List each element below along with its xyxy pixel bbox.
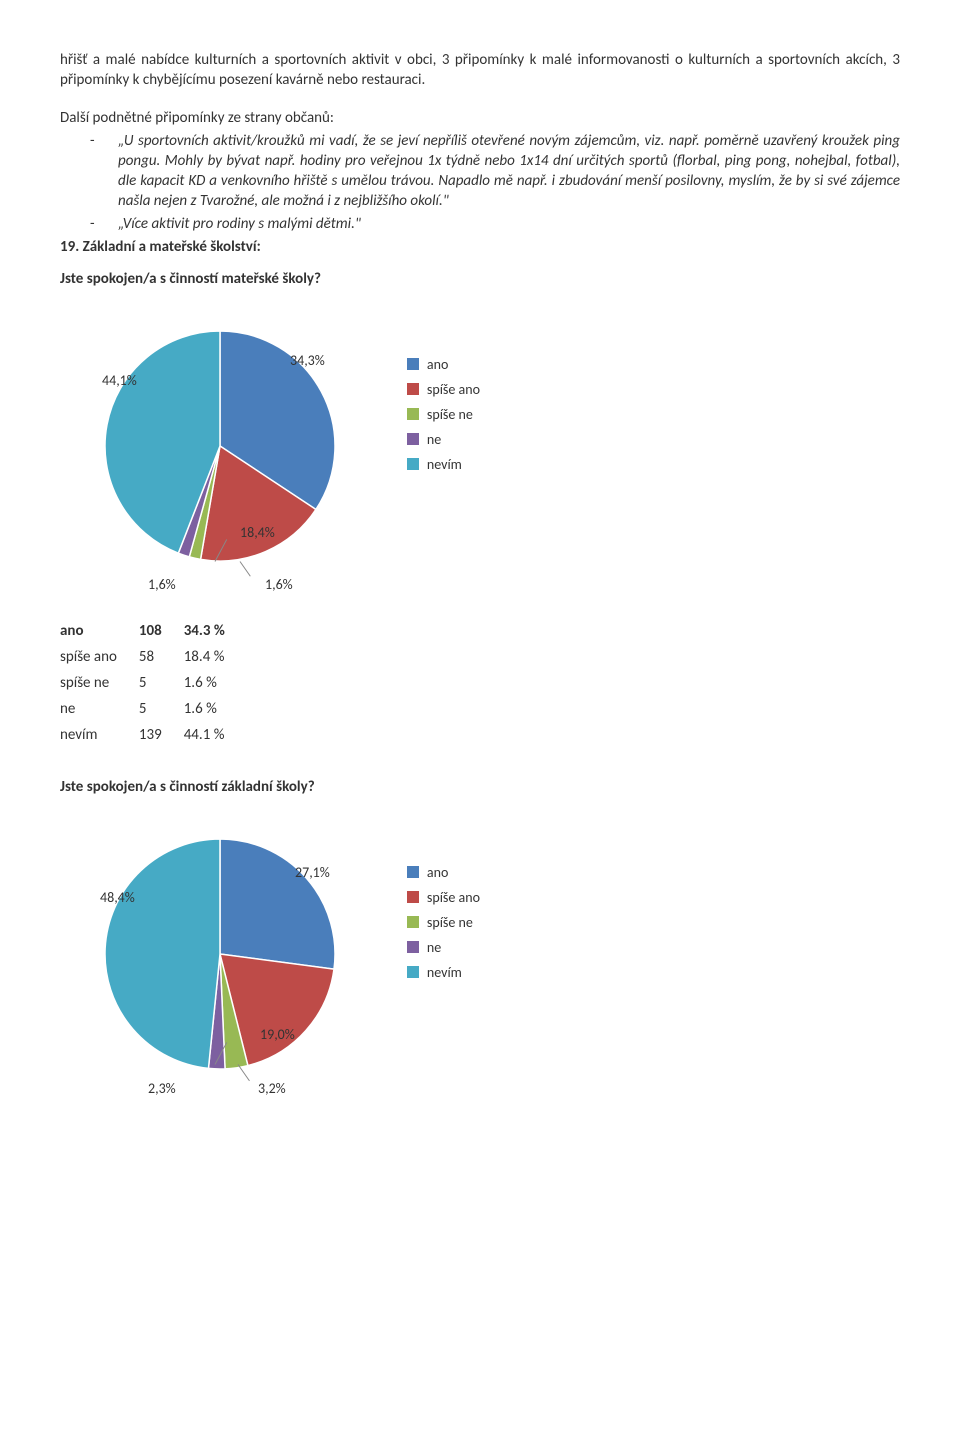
table-row: ano10834.3 % [60, 618, 247, 644]
pie-chart-1: 34,3% 18,4% 1,6% 1,6% 44,1% ano spíše an… [60, 306, 560, 606]
question-1: Jste spokojen/a s činností mateřské škol… [60, 270, 900, 288]
legend-item-spisene: spíše ne [407, 406, 480, 423]
pie-chart-2: 27,1% 19,0% 3,2% 2,3% 48,4% ano spíše an… [60, 814, 560, 1104]
legend-item-nevim: nevím [407, 964, 480, 981]
legend-item-spisene: spíše ne [407, 914, 480, 931]
bullet-list: „U sportovních aktivit/kroužků mi vadí, … [60, 131, 900, 234]
pie-svg-1 [60, 306, 380, 606]
bullet-1: „U sportovních aktivit/kroužků mi vadí, … [90, 131, 900, 212]
legend-2: ano spíše ano spíše ne ne nevím [407, 864, 480, 989]
legend-item-spiseano: spíše ano [407, 381, 480, 398]
table-row: spíše ne51.6 % [60, 670, 247, 696]
legend-item-ne: ne [407, 431, 480, 448]
legend-item-ano: ano [407, 356, 480, 373]
table-row: spíše ano5818.4 % [60, 644, 247, 670]
label-spisene-1: 1,6% [265, 576, 293, 593]
intro-paragraph: hřišť a malé nabídce kulturních a sporto… [60, 50, 900, 91]
label-spisene-2: 3,2% [258, 1080, 286, 1097]
legend-item-nevim: nevím [407, 456, 480, 473]
label-ne-2: 2,3% [148, 1080, 176, 1097]
legend-1: ano spíše ano spíše ne ne nevím [407, 356, 480, 481]
label-ano-1: 34,3% [290, 352, 325, 369]
bullet-2: „Více aktivit pro rodiny s malými dětmi.… [90, 214, 900, 234]
question-2: Jste spokojen/a s činností základní škol… [60, 778, 900, 796]
table-row: nevím13944.1 % [60, 722, 247, 748]
label-nevim-2: 48,4% [100, 889, 135, 906]
heading-19: 19. Základní a mateřské školství: [60, 238, 900, 256]
legend-item-spiseano: spíše ano [407, 889, 480, 906]
subhead: Další podnětné připomínky ze strany obča… [60, 109, 900, 127]
table-row: ne51.6 % [60, 696, 247, 722]
label-spiseano-1: 18,4% [240, 524, 275, 541]
legend-item-ano: ano [407, 864, 480, 881]
legend-item-ne: ne [407, 939, 480, 956]
label-nevim-1: 44,1% [102, 372, 137, 389]
data-table-1: ano10834.3 % spíše ano5818.4 % spíše ne5… [60, 618, 247, 748]
label-ne-1: 1,6% [148, 576, 176, 593]
pie-svg-2 [60, 814, 380, 1104]
label-ano-2: 27,1% [295, 864, 330, 881]
label-spiseano-2: 19,0% [260, 1026, 295, 1043]
